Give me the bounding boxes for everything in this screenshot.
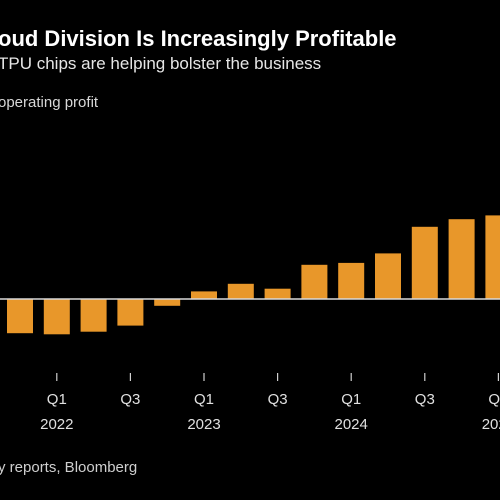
x-tick-label-quarter: Q1 bbox=[488, 391, 500, 408]
x-tick-label-quarter: Q3 bbox=[415, 391, 435, 408]
bar bbox=[7, 299, 33, 334]
bar bbox=[43, 299, 70, 335]
x-tick-label-quarter: Q1 bbox=[47, 391, 67, 408]
bar bbox=[375, 253, 401, 299]
x-tick-label-quarter: Q1 bbox=[194, 391, 214, 408]
bar bbox=[227, 283, 254, 299]
bar bbox=[448, 219, 475, 299]
bar bbox=[485, 215, 500, 299]
bar bbox=[80, 299, 107, 332]
y-axis-label: operating profit bbox=[0, 94, 99, 111]
bar bbox=[154, 299, 181, 306]
bar bbox=[411, 226, 438, 299]
chart-subtitle: TPU chips are helping bolster the busine… bbox=[0, 54, 322, 73]
x-tick-label-year: 2023 bbox=[187, 416, 220, 433]
bar-series bbox=[7, 215, 500, 335]
bar bbox=[117, 299, 144, 326]
x-tick-label-year: 2025 bbox=[482, 416, 500, 433]
x-tick-label-year: 2024 bbox=[335, 416, 368, 433]
x-tick-label-quarter: Q3 bbox=[120, 391, 140, 408]
bar bbox=[301, 264, 328, 299]
x-tick-label-quarter: Q1 bbox=[341, 391, 361, 408]
bar bbox=[338, 262, 365, 299]
x-axis-ticks: Q1 2022 Q3 Q1 2023 Q3 Q1 2024 Q3 Q1 2025 bbox=[40, 373, 500, 433]
source-note: y reports, Bloomberg bbox=[0, 459, 138, 476]
chart-title: oud Division Is Increasingly Profitable bbox=[0, 26, 397, 51]
bar bbox=[191, 291, 217, 299]
x-tick-label-quarter: Q3 bbox=[268, 391, 288, 408]
bar bbox=[264, 288, 291, 299]
x-tick-label-year: 2022 bbox=[40, 416, 73, 433]
